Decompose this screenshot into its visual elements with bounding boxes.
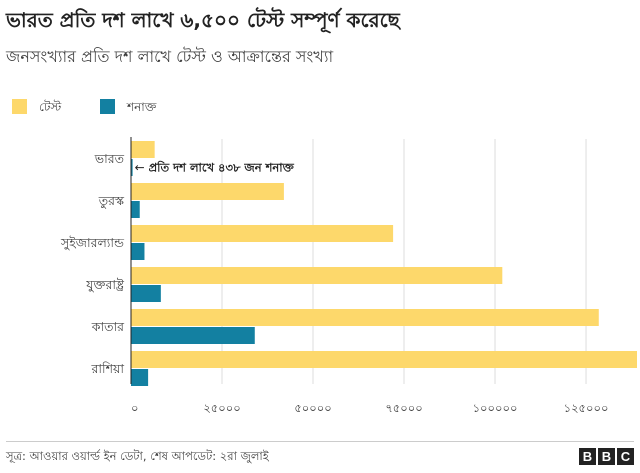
annotation-arrow: ← <box>135 161 145 175</box>
annotation-label: প্রতি দশ লাখে ৪৩৮ জন শনাক্ত <box>149 160 296 175</box>
bar-chart: ভারত তুরস্ক সুইজারল্যান্ড যুক্তরাষ্ট্র কাতার… <box>60 137 637 415</box>
category-label: সুইজারল্যান্ড <box>60 235 125 251</box>
chart-title: ভারত প্রতি দশ লাখে ৬,৫০০ টেস্ট সম্পূর্ণ … <box>6 8 400 32</box>
source-note: সূত্র: আওয়ার ওয়ার্ল্ড ইন ডেটা, শেষ আপড… <box>6 449 269 463</box>
x-tick-label: ০ <box>131 401 138 415</box>
chart-subtitle: জনসংখ্যার প্রতি দশ লাখে টেস্ট ও আক্রান্ত… <box>6 47 334 66</box>
legend-label-tests: টেস্ট <box>39 100 62 114</box>
bar-cases <box>131 159 133 176</box>
category-label: তুরস্ক <box>98 193 125 209</box>
bar-tests <box>131 183 284 200</box>
legend-label-cases: শনাক্ত <box>127 100 157 114</box>
bar-cases <box>131 285 161 302</box>
legend-swatch-cases <box>100 99 115 114</box>
x-tick-label: ১২৫০০০ <box>564 401 609 415</box>
legend-swatch-tests <box>12 99 27 114</box>
bbc-logo-block: C <box>617 448 634 465</box>
bar-cases <box>131 369 149 386</box>
bar-cases <box>131 327 255 344</box>
category-label: ভারত <box>94 151 125 166</box>
bar-tests <box>131 309 599 326</box>
bbc-logo-block: B <box>598 448 615 465</box>
category-label: যুক্তরাষ্ট্র <box>85 277 125 293</box>
x-tick-label: ১০০০০০ <box>473 401 518 415</box>
x-tick-label: ২৫০০০ <box>203 401 240 415</box>
bbc-logo: B B C <box>579 448 634 466</box>
bar-tests <box>131 225 394 242</box>
bar-cases <box>131 201 140 218</box>
category-label: কাতার <box>91 319 125 334</box>
bar-tests <box>131 267 503 284</box>
x-tick-label: ৭৫০০০ <box>385 401 422 415</box>
category-label: রাশিয়া <box>91 361 125 376</box>
x-tick-label: ৫০০০০ <box>294 401 331 415</box>
bar-tests <box>131 141 155 158</box>
footer-divider <box>6 441 634 442</box>
bbc-logo-block: B <box>579 448 596 465</box>
bar-tests <box>131 351 637 368</box>
bar-cases <box>131 243 145 260</box>
